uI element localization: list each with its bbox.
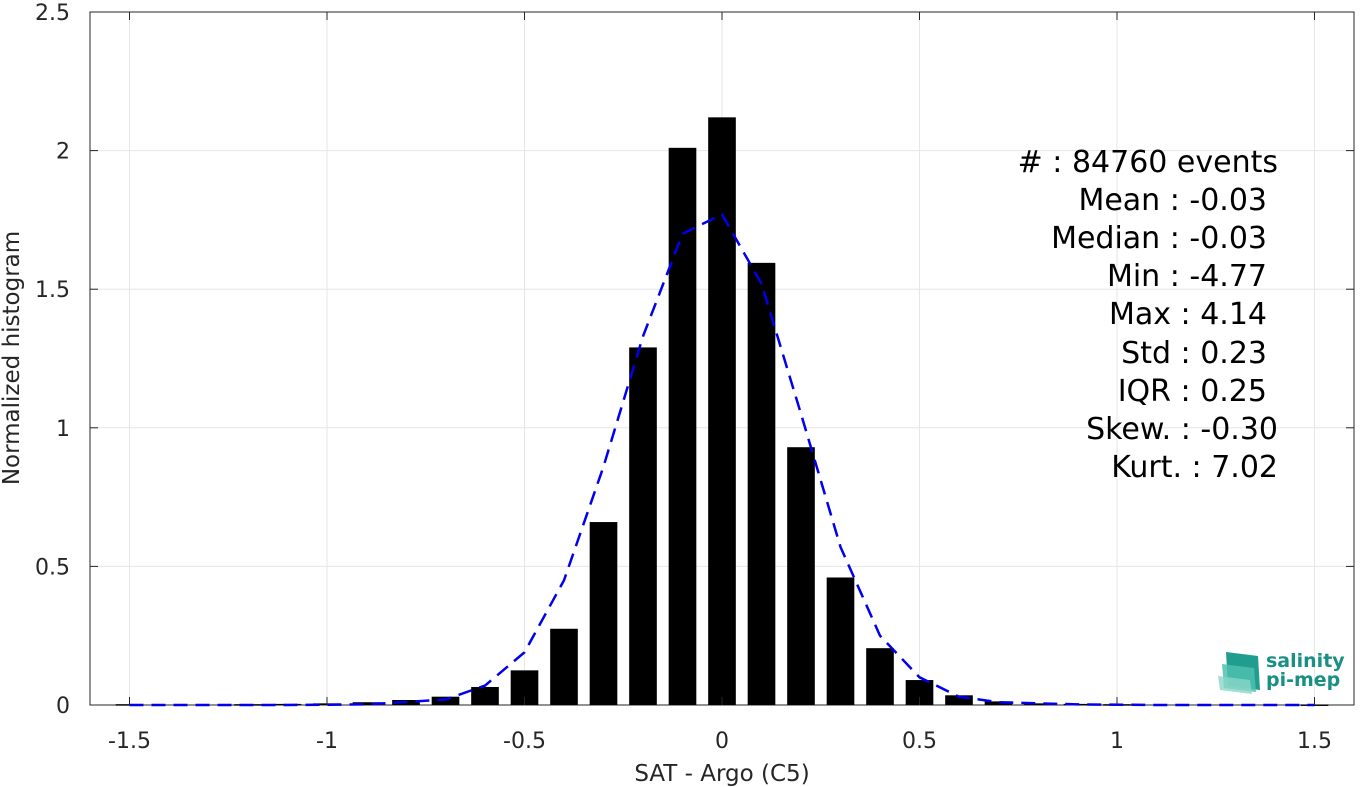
histogram-bar (431, 696, 460, 705)
histogram-bar (787, 447, 815, 705)
y-tick-label: 0.5 (35, 555, 70, 580)
histogram-bar (629, 347, 657, 705)
histogram-bar (945, 695, 973, 705)
y-tick-label: 0 (56, 694, 70, 719)
x-axis-ticks: -1.5 -1 -0.5 0 0.5 1 1.5 (108, 12, 1332, 754)
x-tick-label: 0.5 (902, 729, 937, 754)
stat-count: # : 84760 events (1018, 145, 1278, 180)
y-tick-label: 1.5 (35, 278, 70, 303)
stats-block: # : 84760 events Mean : -0.03 Median : -… (1018, 145, 1278, 485)
x-tick-label: -1 (316, 729, 338, 754)
y-tick-label: 2.5 (35, 1, 70, 26)
stat-max: Max : 4.14 (1109, 297, 1267, 332)
x-tick-label: 0 (715, 729, 729, 754)
histogram-bar (550, 628, 578, 705)
histogram-bar (668, 147, 697, 705)
y-tick-label: 2 (56, 140, 70, 165)
fit-curve (129, 212, 1315, 707)
histogram-bar (708, 117, 736, 705)
x-tick-label: -1.5 (108, 729, 151, 754)
salinity-pimep-logo: salinity pi-mep (1218, 650, 1345, 694)
histogram-bar (589, 522, 618, 705)
stat-skew: Skew. : -0.30 (1086, 412, 1278, 447)
stat-kurt: Kurt. : 7.02 (1111, 450, 1278, 485)
y-tick-label: 1 (56, 417, 70, 442)
x-axis-label: SAT - Argo (C5) (634, 761, 809, 787)
histogram-bar (984, 701, 1013, 705)
stat-mean: Mean : -0.03 (1078, 183, 1267, 218)
histogram-bar (1024, 703, 1052, 705)
stat-iqr: IQR : 0.25 (1118, 374, 1267, 409)
logo-line-2: pi-mep (1266, 669, 1340, 691)
stat-median: Median : -0.03 (1051, 221, 1267, 256)
histogram-bar (747, 262, 776, 705)
logo-line-1: salinity (1266, 650, 1345, 672)
x-tick-label: -0.5 (503, 729, 546, 754)
x-tick-label: 1 (1110, 729, 1124, 754)
bars (115, 117, 1329, 706)
histogram-bar (471, 686, 499, 705)
x-tick-label: 1.5 (1297, 729, 1332, 754)
y-axis-label: Normalized histogram (0, 231, 25, 485)
y-axis-ticks: 0 0.5 1 1.5 2 2.5 (35, 1, 1354, 719)
histogram-bar (826, 577, 855, 705)
stat-std: Std : 0.23 (1121, 336, 1267, 371)
stat-min: Min : -4.77 (1107, 259, 1267, 294)
wave-logo-icon (1218, 652, 1260, 694)
histogram-bar (352, 702, 381, 705)
histogram-bar (866, 648, 894, 705)
